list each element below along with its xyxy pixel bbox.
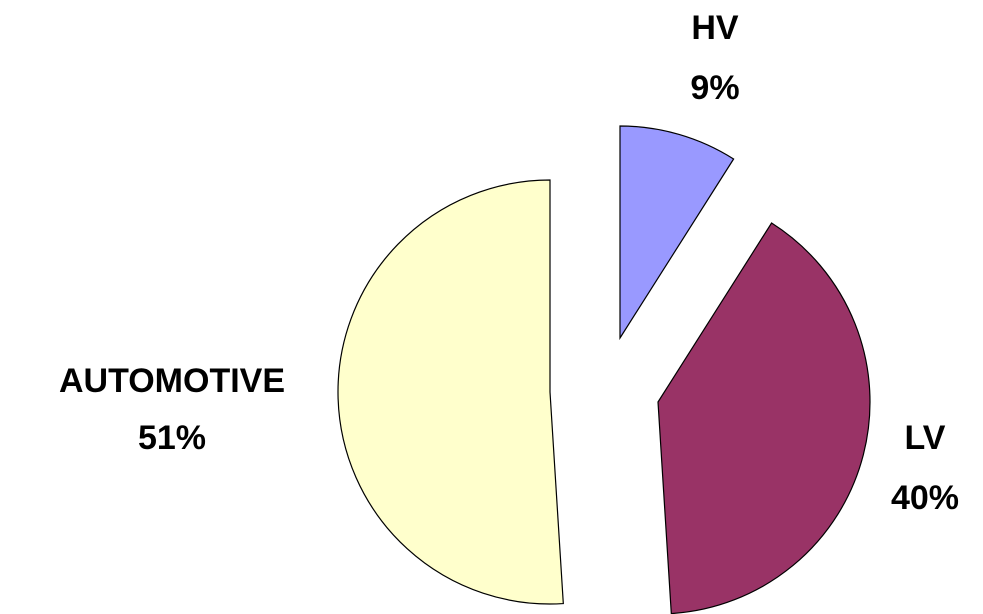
slice-value-label: 9% [690, 69, 739, 107]
pie-slice [657, 222, 871, 614]
pie-slice [337, 179, 564, 605]
slice-value-label: 51% [138, 419, 206, 457]
slice-label: LV [905, 419, 946, 457]
slice-value-label: 40% [891, 479, 959, 517]
pie-slice [619, 125, 735, 341]
slice-label: AUTOMOTIVE [59, 362, 285, 400]
slice-label: HV [691, 9, 739, 47]
